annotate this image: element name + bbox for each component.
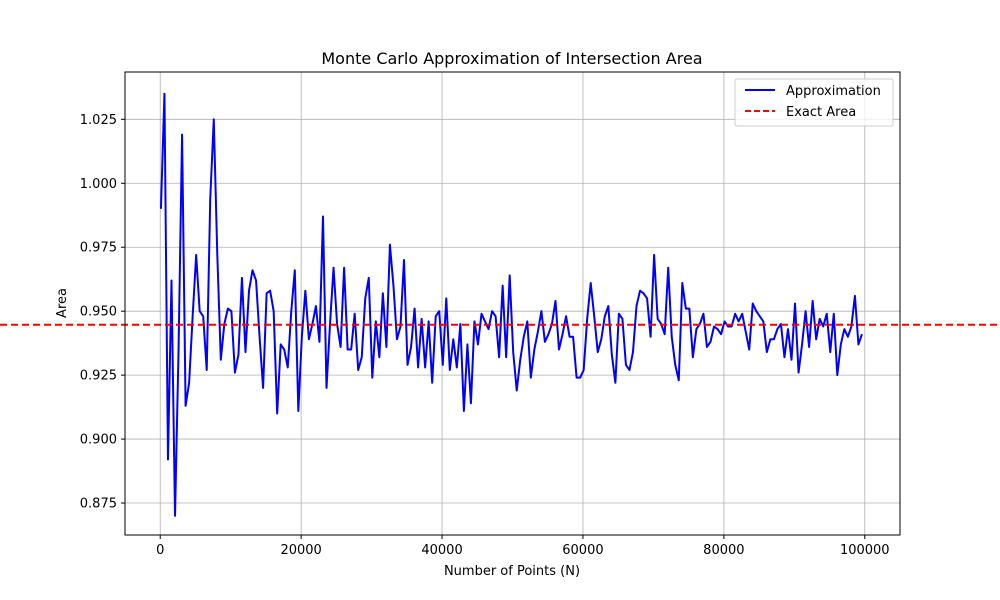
legend-label-approximation: Approximation [786, 84, 881, 99]
y-axis-label: Area [55, 288, 70, 318]
x-tick-label: 80000 [703, 543, 744, 558]
grid-layer [125, 72, 900, 535]
y-tick-label: 1.000 [80, 177, 117, 192]
x-axis-label: Number of Points (N) [444, 564, 580, 579]
y-tick-label: 0.900 [80, 433, 117, 448]
x-tick-label: 40000 [421, 543, 462, 558]
tick-layer: 0 20000 40000 60000 80000 100000 0.875 0.900 0.9… [80, 113, 890, 558]
y-tick-label: 0.925 [80, 369, 117, 384]
legend: Approximation Exact Area [734, 78, 894, 127]
plot-layer [0, 92, 1000, 517]
y-tick-label: 0.950 [80, 305, 117, 320]
y-tick-label: 0.975 [80, 241, 117, 256]
y-tick-label: 0.875 [80, 497, 117, 512]
series-line-approximation [159, 92, 863, 517]
y-tick-label: 1.025 [80, 113, 117, 128]
x-tick-label: 20000 [280, 543, 321, 558]
chart-title: Monte Carlo Approximation of Intersectio… [321, 49, 702, 68]
x-tick-label: 60000 [562, 543, 603, 558]
x-tick-label: 0 [156, 543, 164, 558]
legend-label-exact: Exact Area [786, 105, 856, 120]
x-tick-label: 100000 [840, 543, 890, 558]
plot-frame [124, 71, 901, 536]
